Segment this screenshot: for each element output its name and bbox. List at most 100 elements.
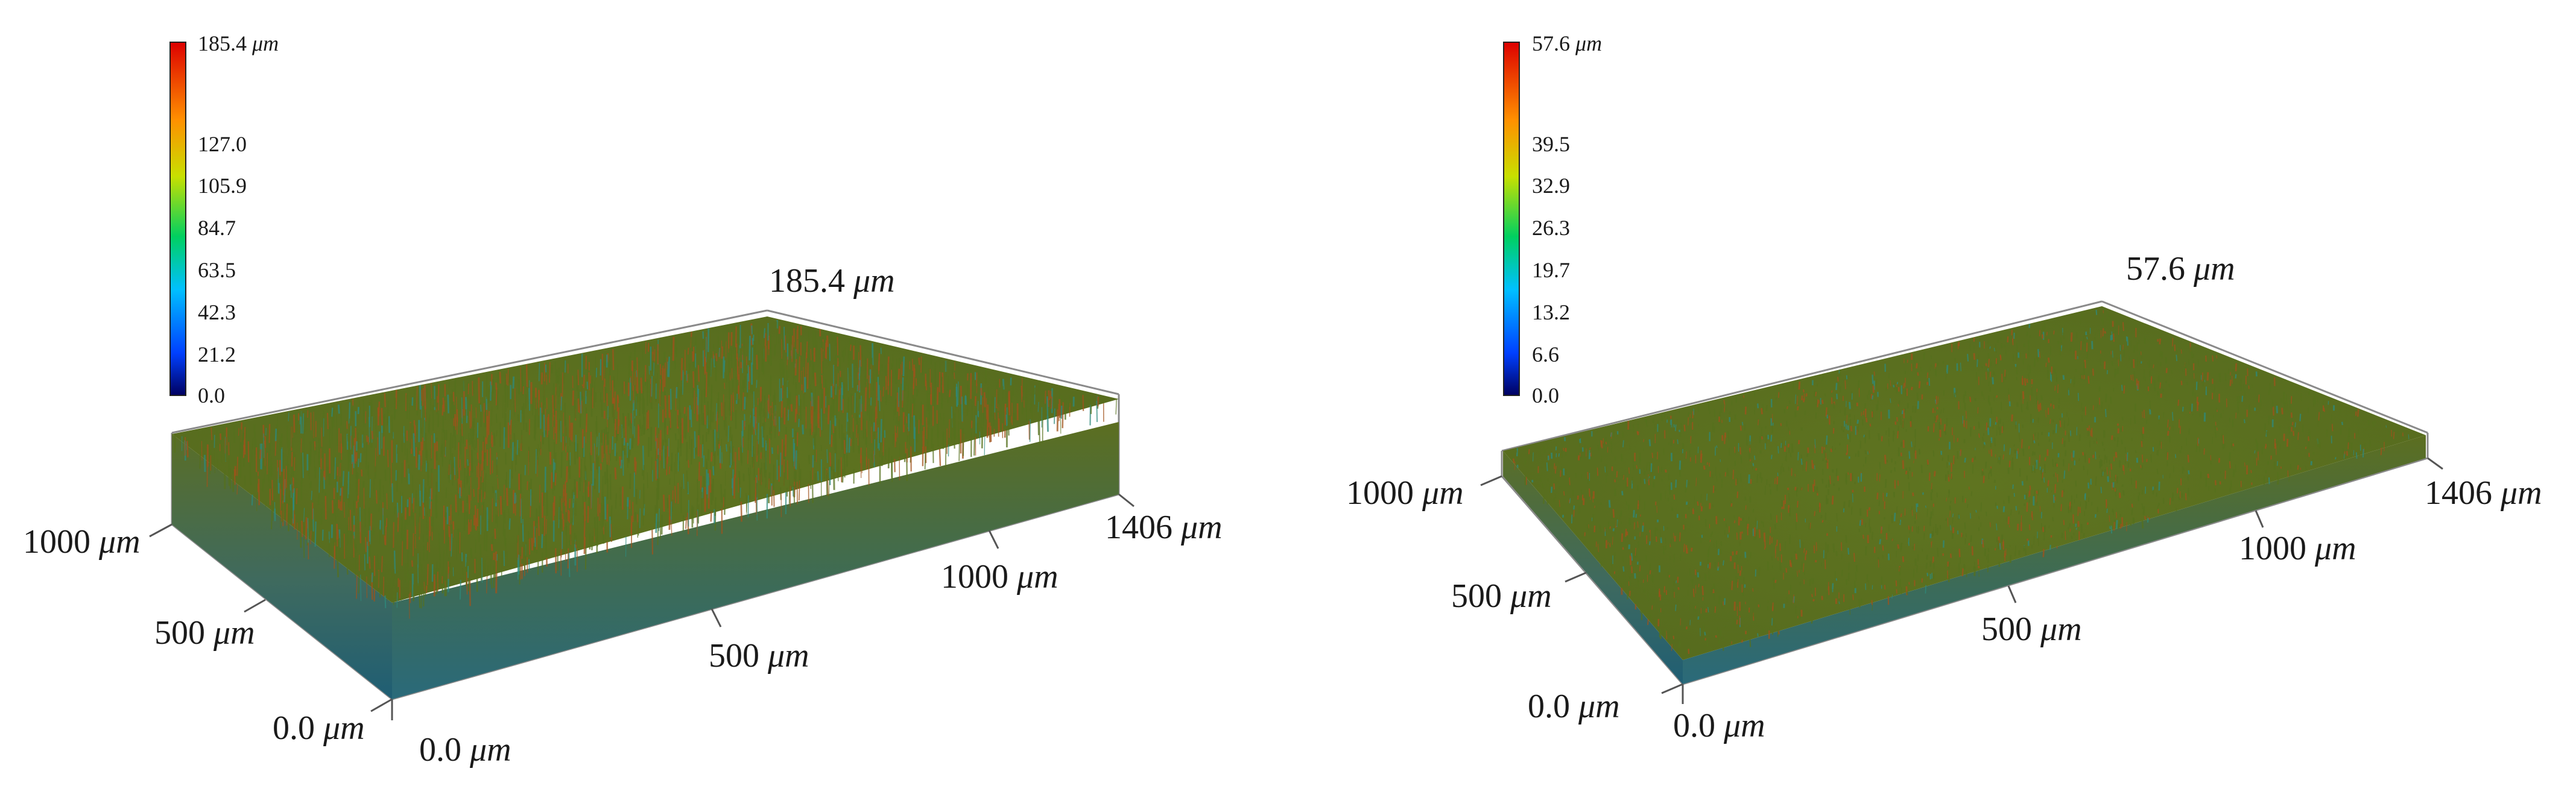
surface-speckle	[1607, 521, 1609, 529]
surface-speckle	[1857, 380, 1860, 390]
left-panel: 185.4 μm 127.0 105.9 84.7 63.5 42.3 21.2…	[23, 31, 1223, 769]
surface-speckle	[2050, 535, 2052, 538]
surface-speckle	[1714, 606, 1717, 613]
surface-speckle	[2027, 401, 2029, 410]
surface-speckle	[753, 428, 755, 435]
surface-speckle	[1569, 477, 1571, 485]
surface-speckle	[1772, 577, 1775, 581]
surface-speckle	[1973, 353, 1976, 360]
surface-speckle	[747, 365, 750, 382]
surface-speckle	[730, 394, 732, 421]
surface-speckle	[371, 572, 373, 582]
surface-speckle	[730, 441, 732, 465]
surface-speckle	[438, 533, 440, 552]
surface-speckle	[809, 354, 812, 367]
surface-speckle	[954, 381, 955, 389]
surface-speckle	[915, 415, 917, 441]
surface-speckle	[2121, 517, 2124, 527]
surface-speckle	[1893, 512, 1896, 521]
surface-speckle	[739, 357, 740, 382]
surface-speckle	[2178, 496, 2180, 500]
surface-speckle	[2158, 481, 2160, 491]
surface-speckle	[2186, 382, 2189, 385]
surface-speckle	[1987, 427, 1990, 435]
surface-speckle	[640, 377, 643, 394]
surface-speckle	[2107, 476, 2109, 482]
surface-speckle	[615, 452, 618, 461]
surface-speckle	[1784, 541, 1786, 551]
surface-speckle	[1637, 431, 1639, 436]
surface-speckle	[1616, 432, 1618, 437]
surface-speckle	[1882, 545, 1884, 551]
surface-speckle	[1685, 524, 1686, 532]
surface-speckle	[1862, 535, 1864, 539]
surface-speckle	[2033, 440, 2036, 444]
surface-speckle	[629, 438, 631, 450]
surface-speckle	[1931, 482, 1932, 489]
surface-speckle	[598, 432, 600, 456]
surface-speckle	[314, 467, 317, 479]
surface-speckle	[859, 360, 861, 376]
surface-speckle	[663, 494, 665, 512]
surface-speckle	[1838, 601, 1840, 605]
surface-speckle	[926, 417, 928, 439]
surface-speckle	[549, 362, 551, 383]
surface-speckle	[806, 374, 808, 386]
surface-speckle	[2060, 504, 2062, 512]
surface-speckle	[848, 438, 851, 453]
surface-speckle	[1659, 594, 1662, 601]
surface-speckle	[1635, 547, 1636, 556]
surface-speckle	[897, 415, 899, 425]
surface-speckle	[780, 452, 782, 477]
surface-speckle	[686, 470, 688, 493]
surface-speckle	[821, 375, 823, 389]
surface-speckle	[1931, 541, 1932, 548]
surface-speckle	[882, 386, 884, 397]
surface-speckle	[443, 550, 445, 576]
left-colorbar-tick: 42.3	[198, 300, 236, 324]
surface-speckle	[1898, 400, 1900, 404]
surface-speckle	[1752, 466, 1753, 470]
surface-speckle	[749, 382, 752, 393]
surface-speckle	[795, 382, 797, 389]
surface-speckle	[644, 398, 645, 415]
surface-speckle	[1797, 395, 1799, 405]
surface-speckle	[902, 356, 905, 377]
surface-speckle	[1644, 479, 1646, 484]
surface-speckle	[880, 347, 882, 354]
surface-speckle	[1976, 359, 1978, 367]
surface-speckle	[2215, 480, 2217, 486]
surface-speckle	[420, 453, 422, 471]
surface-speckle	[1771, 565, 1773, 570]
surface-speckle	[1989, 450, 1990, 454]
surface-speckle	[1803, 563, 1805, 573]
surface-speckle	[1762, 521, 1764, 527]
surface-speckle	[2037, 417, 2039, 423]
surface-speckle	[489, 381, 492, 401]
surface-speckle	[2101, 470, 2103, 477]
surface-speckle	[2018, 550, 2021, 556]
surface-speckle	[426, 492, 428, 517]
surface-speckle	[1718, 635, 1720, 644]
surface-speckle	[983, 392, 986, 407]
surface-speckle	[401, 516, 403, 541]
surface-speckle	[688, 460, 690, 468]
surface-speckle	[727, 426, 729, 442]
surface-speckle	[1721, 603, 1724, 609]
right-colorbar-tick: 39.5	[1532, 132, 1570, 156]
surface-speckle	[707, 328, 710, 353]
surface-speckle	[1639, 565, 1641, 571]
surface-speckle	[513, 433, 516, 447]
surface-speckle	[1801, 395, 1803, 401]
surface-speckle	[2060, 345, 2063, 351]
surface-speckle	[629, 473, 631, 489]
surface-speckle	[1814, 486, 1816, 492]
left-surface-side	[172, 434, 392, 699]
surface-speckle	[2340, 409, 2341, 413]
surface-speckle	[2218, 457, 2221, 463]
surface-speckle	[2051, 490, 2052, 493]
surface-speckle	[1069, 395, 1071, 407]
surface-speckle	[495, 388, 498, 406]
surface-speckle	[447, 394, 449, 413]
surface-speckle	[1774, 478, 1776, 485]
